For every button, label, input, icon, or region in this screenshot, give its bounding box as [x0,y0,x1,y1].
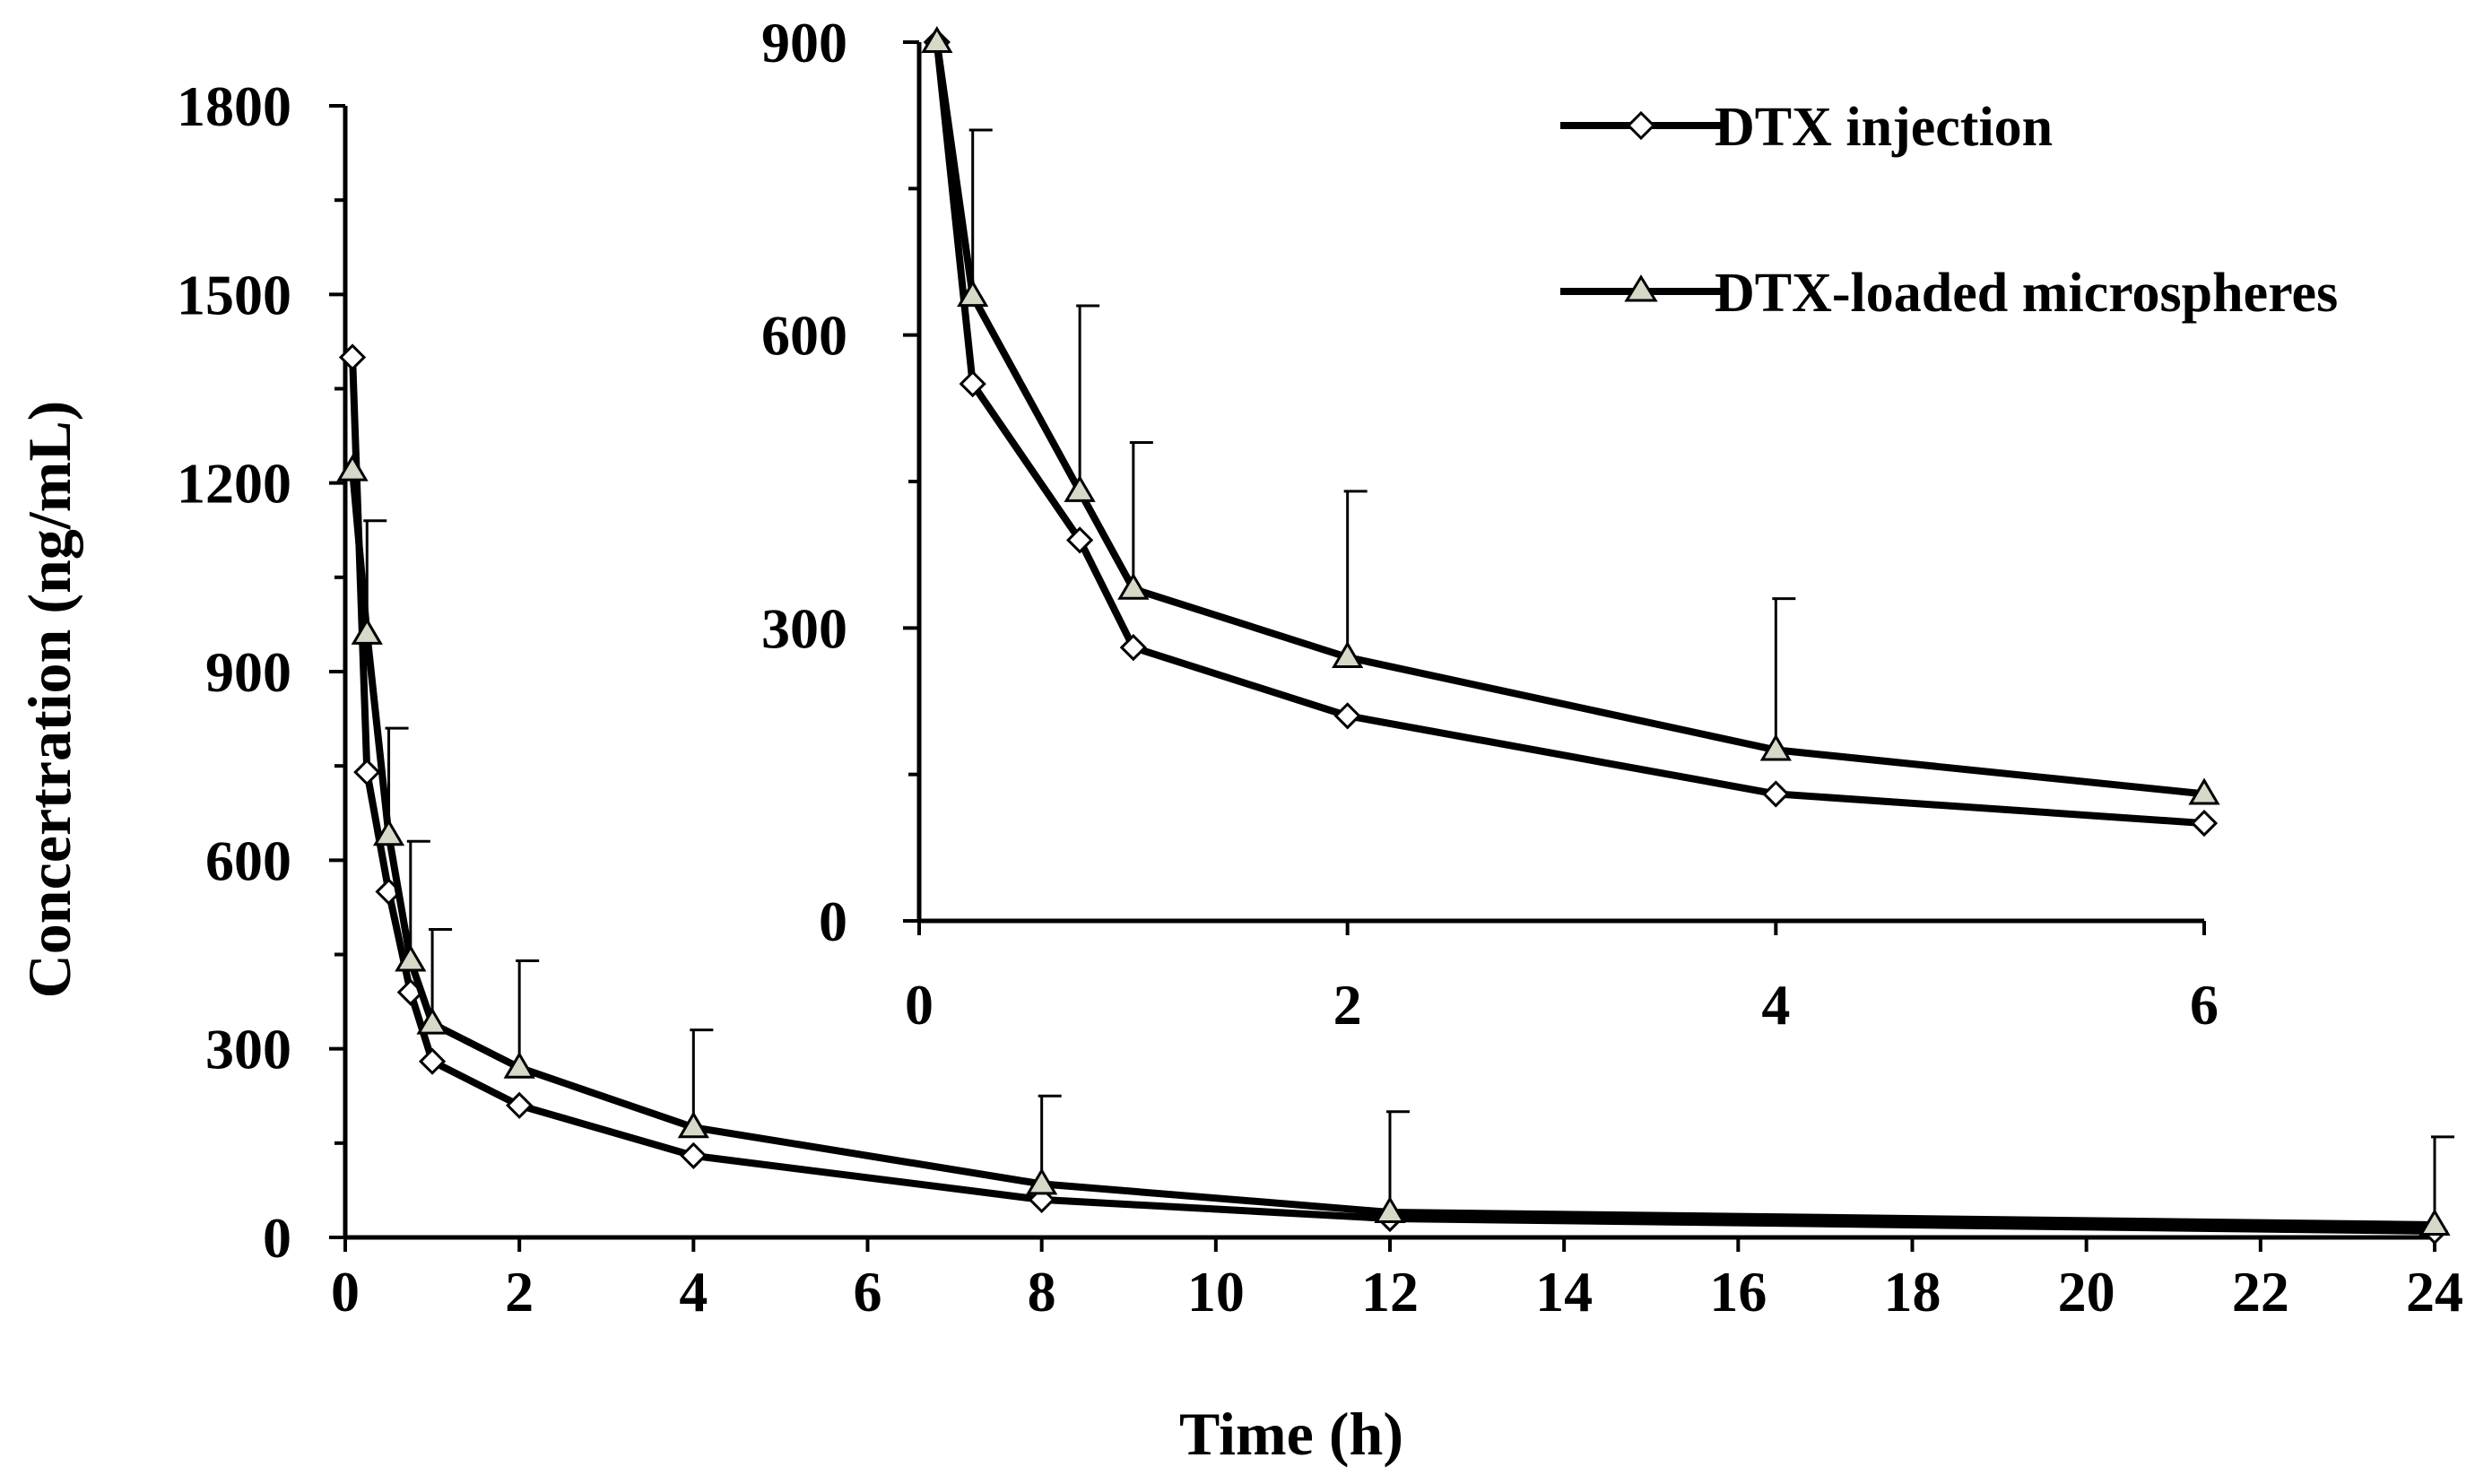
main-x-tick-label: 12 [1361,1260,1419,1323]
main-x-tick-label: 14 [1535,1260,1593,1323]
inset-point-microspheres [1759,733,1792,761]
main-point-injection [680,1141,708,1169]
main-point-microspheres [416,1007,448,1035]
inset-plot: 0 2 4 6 0 300 600 900 [761,11,2220,1037]
inset-x-tick-label: 0 [905,973,934,1037]
main-x-tick-label: 10 [1187,1260,1245,1323]
main-series-line-microspheres [349,470,2436,1228]
main-point-microspheres [372,819,405,846]
inset-point-injection [959,369,986,398]
inset-point-microspheres [1117,572,1150,600]
triangle-marker-icon [1624,274,1658,302]
diamond-marker-icon [1626,110,1656,141]
main-y-tick-label: 900 [205,640,291,704]
inset-point-injection [1762,780,1790,808]
main-point-microspheres [2419,1209,2451,1236]
main-point-microspheres [503,1051,535,1079]
legend-label-microspheres: DTX-loaded microspheres [1715,263,2338,324]
legend-label-injection: DTX injection [1715,97,2053,158]
main-series-line-injection [349,357,2436,1235]
main-y-tick-label: 1800 [177,74,291,138]
main-point-microspheres [395,944,427,972]
inset-x-tick-label: 2 [1333,973,1362,1037]
main-y-tick-label: 600 [205,829,291,892]
inset-point-microspheres [957,280,989,308]
main-y-tick-label: 300 [205,1018,291,1081]
main-x-tick-label: 8 [1028,1260,1056,1323]
inset-y-tick-label: 0 [819,890,847,953]
main-y-tick-label: 1200 [177,452,291,516]
main-point-injection [506,1091,534,1119]
inset-x-tick-label: 4 [1761,973,1790,1037]
main-x-tick-label: 24 [2406,1260,2463,1323]
main-x-tick-label: 20 [2058,1260,2115,1323]
main-point-microspheres [336,454,369,482]
inset-point-microspheres [2188,777,2220,805]
main-y-tick-label: 0 [263,1206,291,1270]
inset-y-tick-label: 600 [761,304,847,368]
main-point-injection [338,343,367,371]
main-x-tick-label: 4 [679,1260,708,1323]
main-x-tick-label: 6 [854,1260,882,1323]
main-point-injection [353,759,381,786]
main-point-injection [418,1047,447,1075]
inset-point-microspheres [1064,474,1096,502]
inset-point-microspheres [921,26,953,53]
y-axis-title: Concertration (ng/mL) [15,401,83,999]
inset-point-injection [1333,702,1361,730]
x-axis-title: Time (h) [1179,1400,1403,1468]
main-point-microspheres [1026,1167,1058,1195]
main-x-tick-label: 0 [331,1260,360,1323]
main-x-tick-label: 18 [1884,1260,1941,1323]
inset-point-injection [1066,526,1094,554]
main-x-tick-label: 2 [505,1260,534,1323]
inset-point-injection [1119,633,1147,662]
main-point-microspheres [1374,1195,1406,1223]
inset-y-tick-label: 900 [761,11,847,74]
main-y-tick-label: 1500 [177,263,291,326]
inset-point-injection [2190,809,2219,837]
inset-x-tick-label: 6 [2190,973,2219,1037]
main-point-microspheres [351,617,383,645]
main-plot: 0 2 4 6 8 10 12 14 16 18 20 22 240300600900120015001… [177,74,2463,1323]
inset-y-tick-label: 300 [761,596,847,660]
main-point-microspheres [677,1111,709,1139]
inset-point-microspheres [1332,641,1364,668]
legend: DTX injection DTX-loaded microspheres [1560,97,2338,324]
main-x-tick-label: 22 [2232,1260,2289,1323]
main-x-tick-label: 16 [1709,1260,1767,1323]
